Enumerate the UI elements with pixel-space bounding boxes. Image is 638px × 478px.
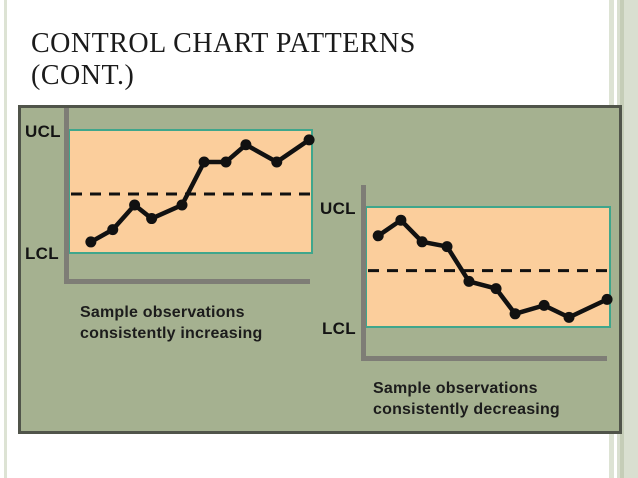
right-edge-band-decoration <box>617 0 638 478</box>
slide-title-line1: CONTROL CHART PATTERNS <box>31 28 416 59</box>
left-edge-decoration <box>4 0 7 478</box>
chart2-caption-line2: consistently decreasing <box>373 401 560 418</box>
chart1-ucl-label: UCL <box>25 122 61 141</box>
slide-title: CONTROL CHART PATTERNS (CONT.) <box>31 28 491 92</box>
chart1-lcl-label: LCL <box>25 244 59 263</box>
chart1-caption-line2: consistently increasing <box>80 325 263 342</box>
chart2-lcl-label: LCL <box>322 319 356 338</box>
right-edge-inner-line <box>620 0 624 478</box>
slide-title-line2: (CONT.) <box>31 60 135 91</box>
chart2-caption-line1: Sample observations <box>373 380 538 397</box>
chart2-caption: Sample observations consistently decreas… <box>373 378 560 420</box>
chart1-caption-line1: Sample observations <box>80 304 245 321</box>
chart2-ucl-label: UCL <box>320 199 356 218</box>
chart1-caption: Sample observations consistently increas… <box>80 302 262 344</box>
